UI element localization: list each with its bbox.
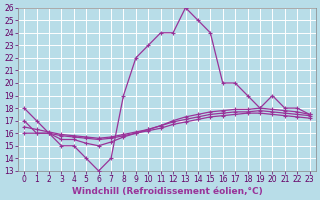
X-axis label: Windchill (Refroidissement éolien,°C): Windchill (Refroidissement éolien,°C) xyxy=(72,187,262,196)
